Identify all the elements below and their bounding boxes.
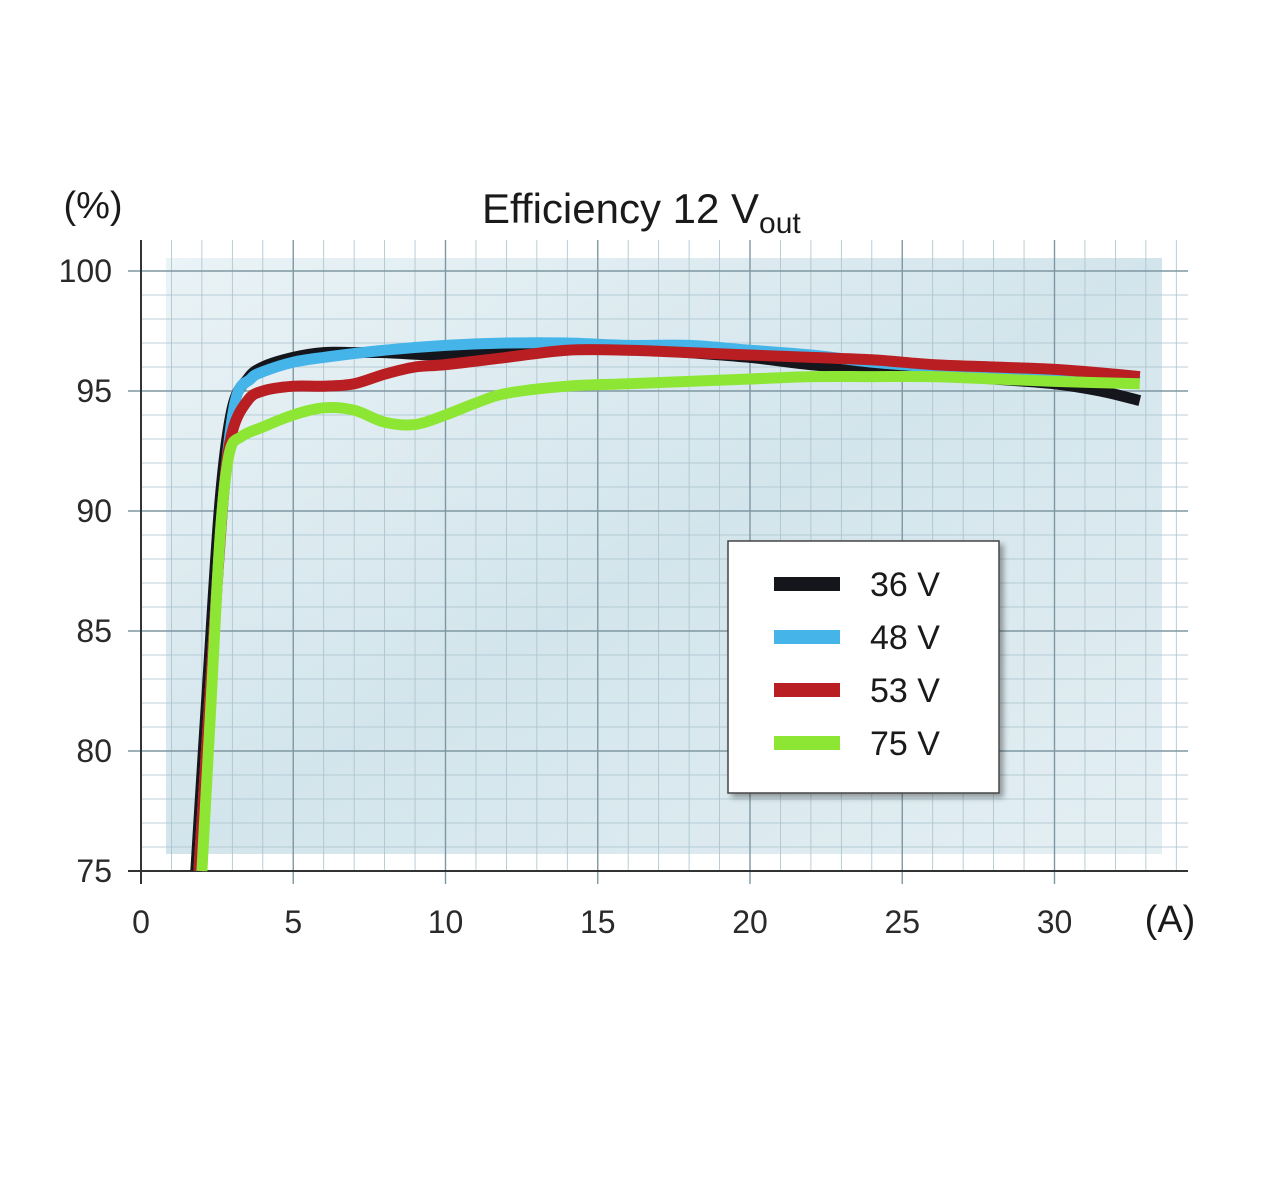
series-line-75v (196, 370, 1140, 872)
x-tick-label: 0 (132, 904, 150, 940)
y-tick-label: 95 (76, 373, 112, 409)
y-tick-label: 75 (76, 853, 112, 889)
y-tick-label: 85 (76, 613, 112, 649)
x-tick-label: 25 (884, 904, 920, 940)
legend-swatch (774, 577, 840, 591)
x-tick-label: 10 (428, 904, 464, 940)
chart-title-subscript: out (759, 207, 801, 240)
x-tick-label: 30 (1037, 904, 1073, 940)
y-tick-label: 80 (76, 733, 112, 769)
x-tick-label: 15 (580, 904, 616, 940)
y-tick-label: 100 (59, 253, 112, 289)
legend: 36 V 48 V 53 V 75 V (727, 540, 1000, 794)
series-layer (190, 337, 1142, 872)
x-axis-label: (A) (1145, 899, 1196, 941)
chart-title-main: Efficiency 12 V (482, 185, 759, 232)
y-tick-labels: 75 80 85 90 95 100 (59, 253, 112, 889)
chart-title: Efficiency 12 Vout (482, 185, 801, 240)
x-tick-label: 20 (732, 904, 768, 940)
legend-label: 48 V (870, 619, 940, 657)
legend-swatch (774, 736, 840, 750)
legend-swatch (774, 683, 840, 697)
legend-swatch (774, 630, 840, 644)
legend-items: 36 V 48 V 53 V 75 V (774, 566, 940, 763)
x-tick-labels: 0 5 10 15 20 25 30 (132, 904, 1072, 940)
legend-label: 36 V (870, 566, 940, 604)
legend-label: 53 V (870, 672, 940, 710)
y-axis-label: (%) (63, 185, 122, 227)
legend-label: 75 V (870, 725, 940, 763)
y-tick-label: 90 (76, 493, 112, 529)
x-tick-label: 5 (284, 904, 302, 940)
legend-box (727, 540, 1000, 794)
